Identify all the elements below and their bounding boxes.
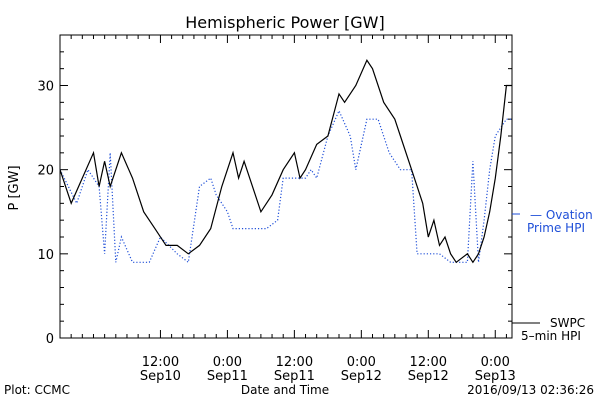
legend-ovation-line1: — Ovation — [530, 208, 593, 222]
x-axis-ticks: 12:00Sep100:00Sep1112:00Sep110:00Sep1212… — [59, 35, 516, 384]
x-tick-date-label: Sep13 — [475, 369, 516, 384]
y-tick-label: 30 — [37, 80, 54, 95]
y-tick-label: 0 — [46, 332, 54, 347]
x-tick-date-label: Sep10 — [140, 369, 181, 384]
x-tick-time-label: 12:00 — [276, 355, 313, 370]
x-tick-time-label: 0:00 — [213, 355, 242, 370]
plot-frame — [59, 34, 513, 339]
series-ovation-prime — [59, 109, 512, 264]
series-swpc — [59, 59, 512, 264]
y-tick-label: 10 — [37, 248, 54, 263]
legend-swpc-line1: SWPC — [550, 316, 585, 330]
x-tick-time-label: 12:00 — [410, 355, 447, 370]
x-tick-date-label: Sep11 — [207, 369, 248, 384]
x-tick-date-label: Sep12 — [341, 369, 382, 384]
legend-ovation-line2: Prime HPI — [527, 221, 585, 235]
x-axis-label: Date and Time — [241, 383, 329, 397]
x-tick-date-label: Sep11 — [274, 369, 315, 384]
y-axis-label: P [GW] — [7, 165, 22, 210]
y-tick-label: 20 — [37, 164, 54, 179]
chart-title: Hemispheric Power [GW] — [185, 13, 384, 32]
x-tick-time-label: 0:00 — [481, 355, 510, 370]
x-tick-time-label: 0:00 — [347, 355, 376, 370]
y-axis-ticks: 0 10 20 30 — [37, 34, 512, 347]
series-line-ovation — [59, 109, 512, 264]
plot-credit: Plot: CCMC — [4, 383, 70, 397]
timestamp: 2016/09/13 02:36:26 — [467, 383, 594, 397]
x-tick-date-label: Sep12 — [408, 369, 449, 384]
x-tick-time-label: 12:00 — [142, 355, 179, 370]
legend-swpc-line2: 5–min HPI — [521, 329, 581, 343]
series-line-swpc — [59, 59, 512, 264]
